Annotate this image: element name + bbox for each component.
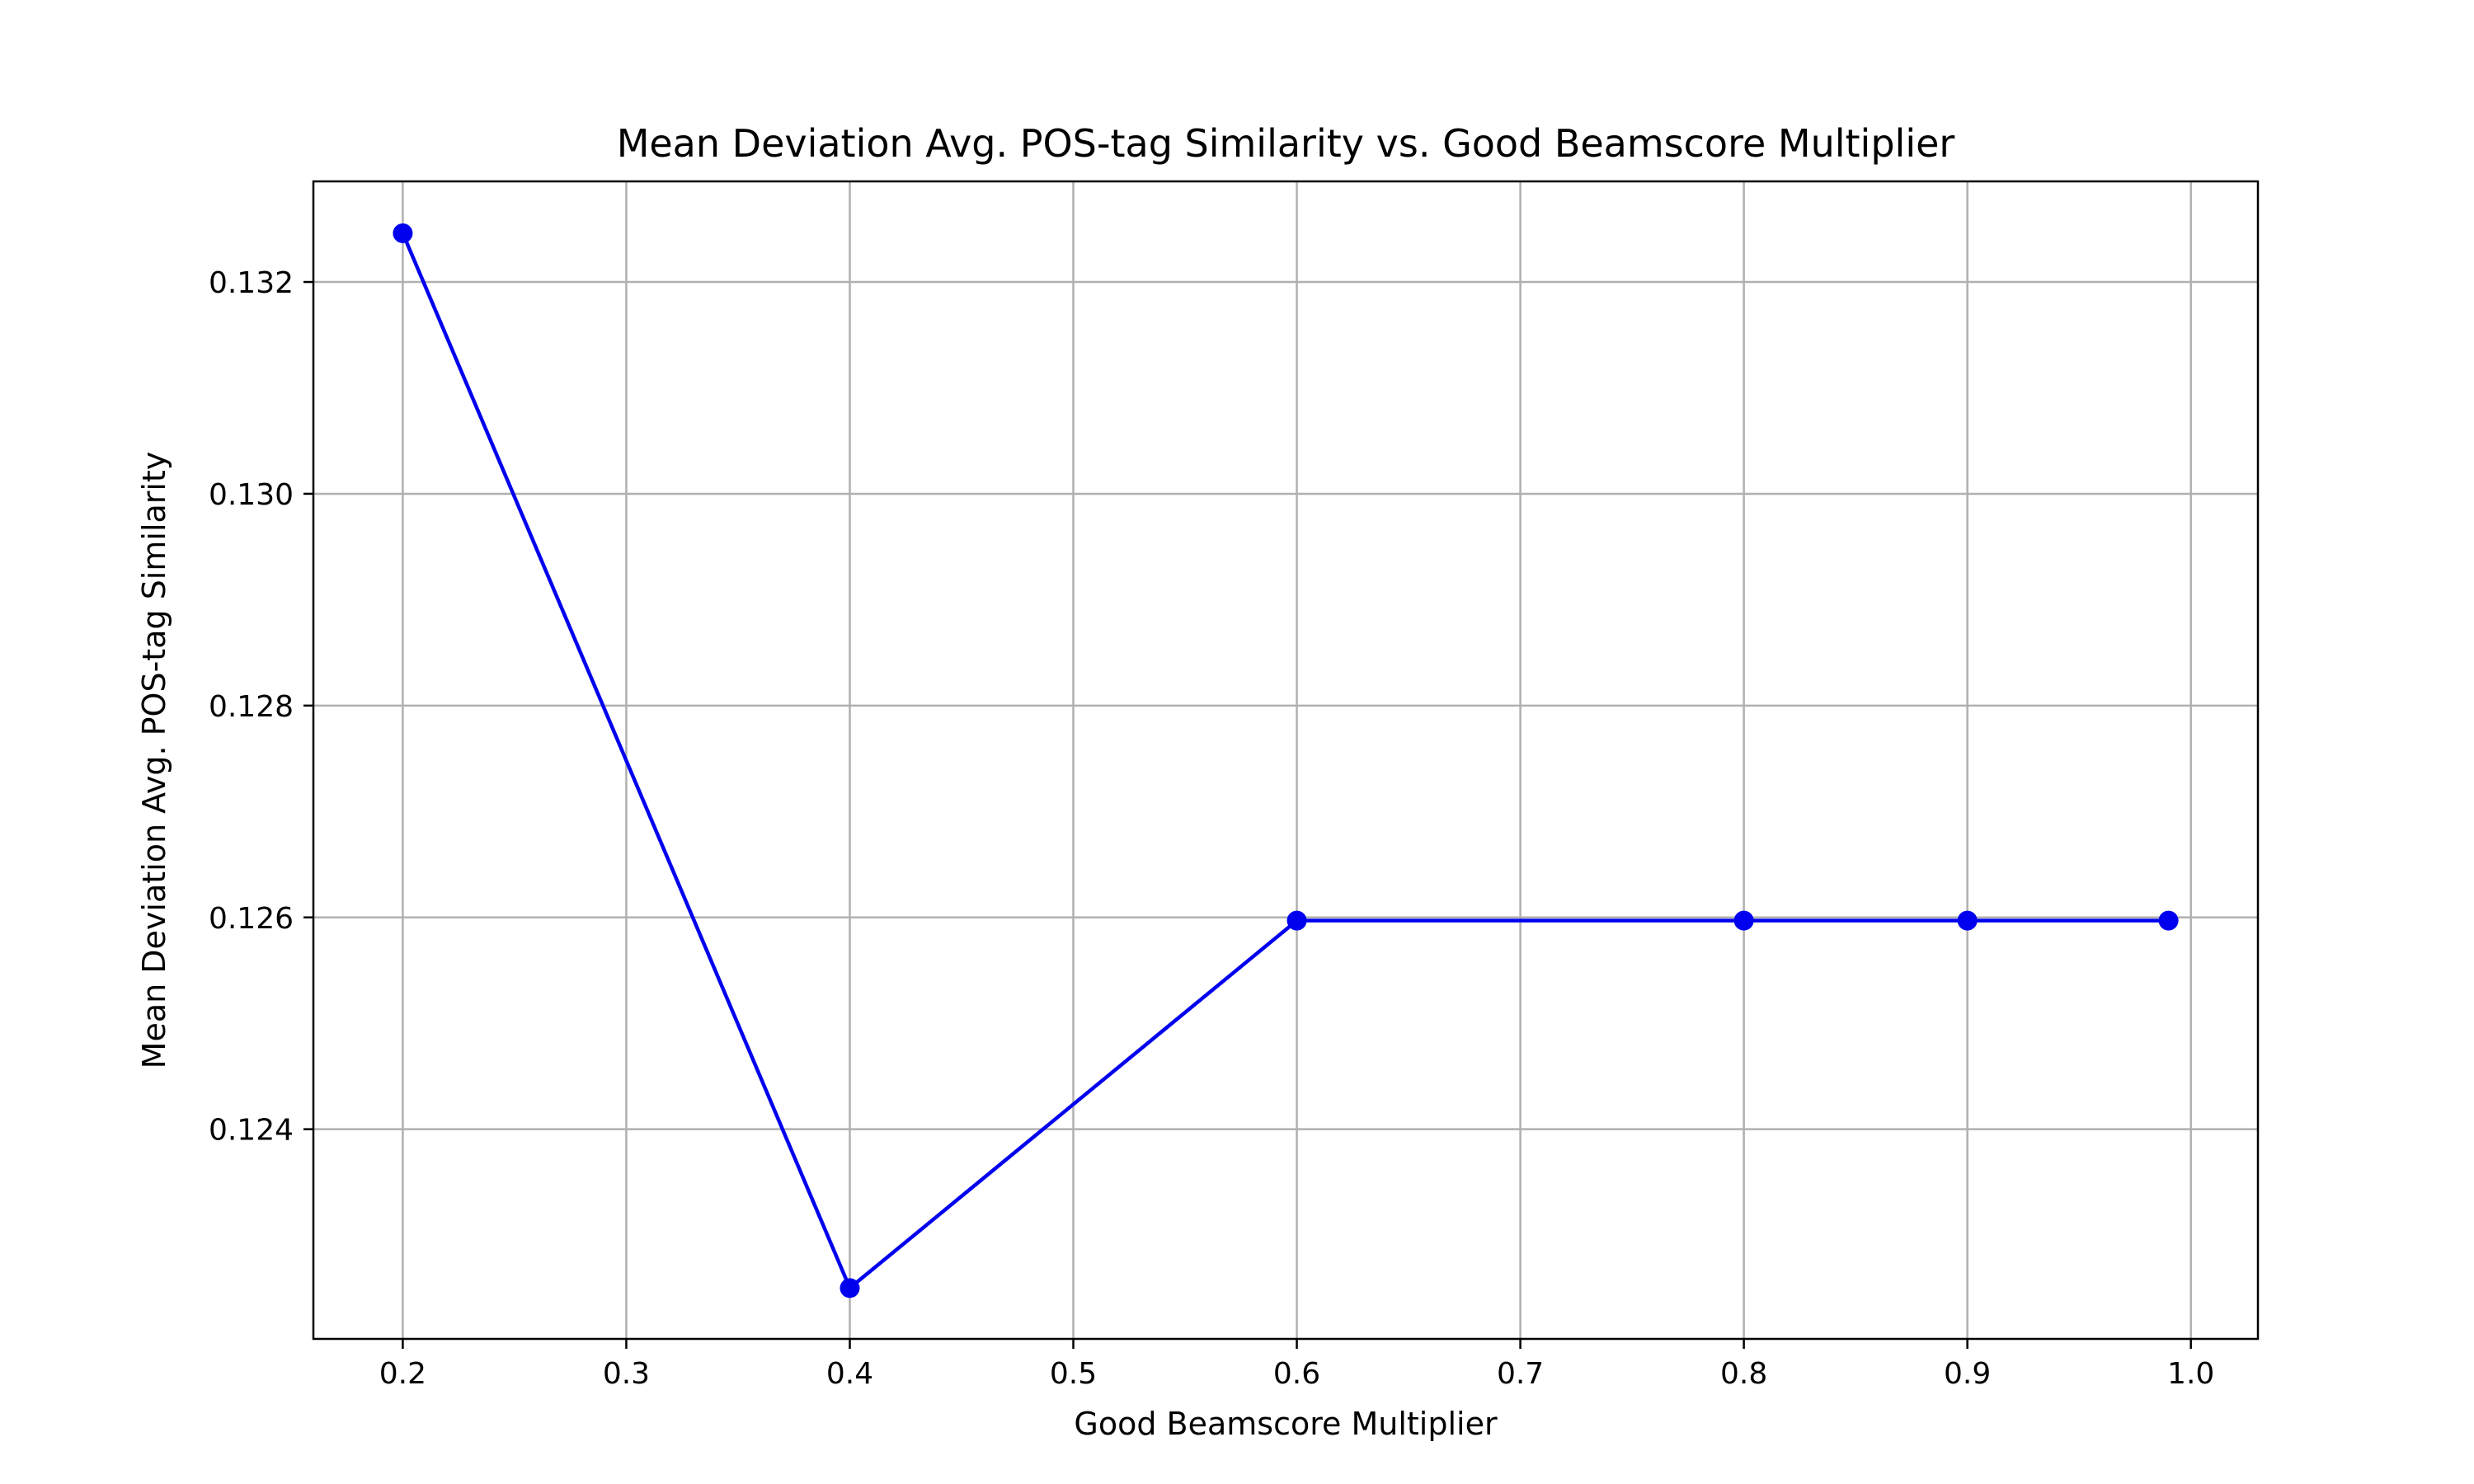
series-line bbox=[401, 232, 2169, 1290]
data-point bbox=[1733, 910, 1754, 931]
grid bbox=[313, 181, 2258, 1339]
x-tick-label: 0.5 bbox=[1050, 1357, 1097, 1391]
y-tick-label: 0.126 bbox=[209, 902, 294, 936]
x-tick-label: 0.6 bbox=[1273, 1357, 1320, 1391]
y-axis-label: Mean Deviation Avg. POS-tag Similarity bbox=[136, 452, 172, 1069]
y-tick-label: 0.124 bbox=[209, 1114, 294, 1148]
x-tick-label: 0.4 bbox=[826, 1357, 873, 1391]
x-tick-label: 0.8 bbox=[1720, 1357, 1767, 1391]
y-tick-label: 0.130 bbox=[209, 478, 294, 512]
data-point bbox=[393, 223, 413, 243]
chart-title: Mean Deviation Avg. POS-tag Similarity v… bbox=[617, 121, 1955, 166]
plot-frame bbox=[312, 180, 2260, 1341]
x-tick-label: 0.7 bbox=[1497, 1357, 1544, 1391]
data-point bbox=[1957, 910, 1978, 931]
y-tick-label: 0.132 bbox=[209, 266, 294, 300]
data-point bbox=[840, 1278, 860, 1298]
data-point bbox=[2158, 910, 2179, 931]
data-point bbox=[1286, 910, 1307, 931]
x-axis-label: Good Beamscore Multiplier bbox=[1074, 1406, 1498, 1442]
ticks: 0.2 0.3 0.4 0.5 0.6 0.7 0.8 0.9 1.0 0.124 0.126 0.1… bbox=[209, 266, 2214, 1391]
x-tick-label: 0.3 bbox=[603, 1357, 650, 1391]
x-tick-label: 0.2 bbox=[379, 1357, 426, 1391]
series-layer bbox=[393, 223, 2179, 1298]
y-tick-label: 0.128 bbox=[209, 690, 294, 724]
x-tick-label: 1.0 bbox=[2167, 1357, 2214, 1391]
x-tick-label: 0.9 bbox=[1944, 1357, 1991, 1391]
